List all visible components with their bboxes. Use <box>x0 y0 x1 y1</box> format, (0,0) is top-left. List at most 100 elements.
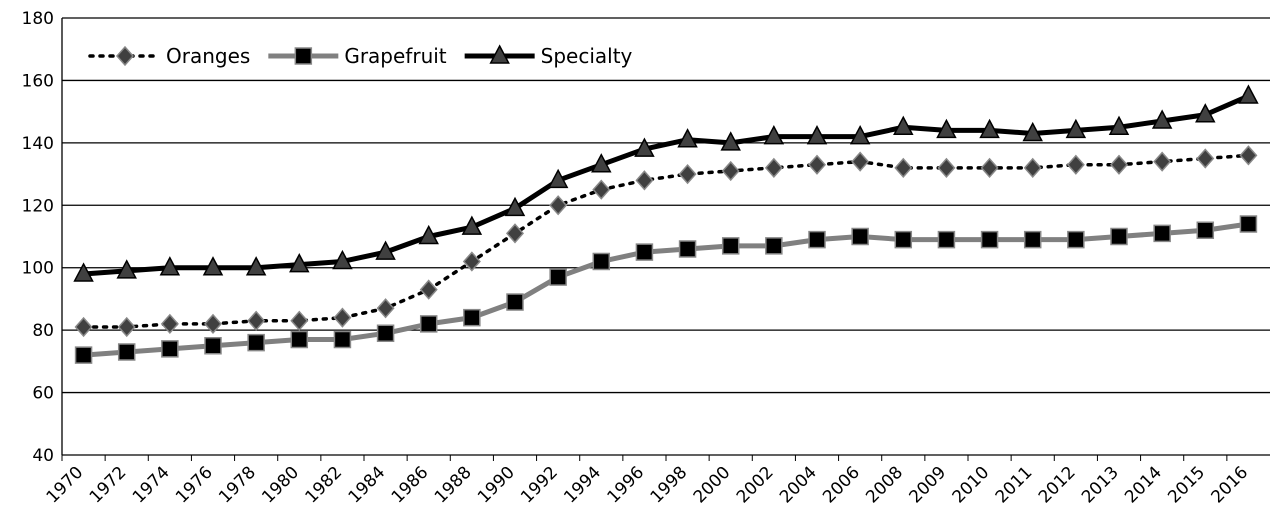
marker <box>332 249 353 270</box>
marker <box>461 215 483 235</box>
x-tick-label: 1994 <box>560 463 605 508</box>
marker <box>763 125 785 145</box>
series-line <box>83 93 1250 277</box>
marker <box>247 333 265 352</box>
legend-marker <box>489 44 510 64</box>
marker <box>936 118 957 139</box>
x-tick-label: 2002 <box>733 463 778 508</box>
marker <box>677 128 698 148</box>
marker <box>159 256 181 276</box>
x-tick-label: 1986 <box>388 463 433 508</box>
marker <box>808 230 826 249</box>
x-tick-label: 2012 <box>1035 463 1080 508</box>
marker <box>1238 84 1259 104</box>
marker <box>290 330 309 349</box>
x-tick-label: 1976 <box>172 463 217 508</box>
x-tick-label: 1998 <box>647 463 692 508</box>
marker <box>764 157 783 178</box>
y-tick-label: 180 <box>22 9 54 29</box>
marker <box>117 316 136 338</box>
marker <box>418 224 439 245</box>
y-tick-label: 80 <box>32 321 54 341</box>
marker <box>1151 109 1173 129</box>
marker <box>1153 151 1172 172</box>
marker <box>634 137 655 157</box>
legend-label: Specialty <box>541 44 633 68</box>
marker <box>463 308 481 327</box>
marker <box>333 307 352 328</box>
marker <box>765 237 783 255</box>
marker <box>160 313 179 335</box>
marker <box>549 268 567 286</box>
x-tick-label: 2008 <box>862 463 907 508</box>
marker <box>849 125 871 145</box>
y-tick-label: 120 <box>22 196 54 216</box>
x-tick-label: 2004 <box>776 463 821 508</box>
x-tick-label: 1988 <box>431 463 476 508</box>
x-tick-label: 2000 <box>690 463 735 508</box>
marker <box>806 125 828 145</box>
marker <box>894 230 913 249</box>
x-tick-label: 1992 <box>517 463 562 508</box>
y-tick-label: 160 <box>22 71 54 91</box>
marker <box>161 340 179 358</box>
marker <box>1022 121 1043 142</box>
marker <box>375 240 396 260</box>
x-tick-label: 2013 <box>1078 463 1123 508</box>
x-tick-label: 2009 <box>905 463 950 508</box>
marker <box>74 346 93 364</box>
marker <box>247 310 266 331</box>
marker <box>74 316 93 338</box>
marker <box>245 256 267 276</box>
marker <box>893 115 914 135</box>
marker <box>1196 221 1215 240</box>
marker <box>937 230 956 249</box>
marker <box>980 157 999 178</box>
series-line <box>83 221 1249 358</box>
x-tick-label: 1982 <box>301 463 346 508</box>
marker <box>1066 154 1085 175</box>
x-tick-label: 1996 <box>603 463 648 508</box>
x-tick-label: 2015 <box>1164 463 1209 508</box>
marker <box>1239 215 1258 233</box>
marker <box>1153 224 1171 243</box>
marker <box>1023 157 1042 178</box>
marker <box>289 252 310 273</box>
marker <box>202 256 224 276</box>
marker <box>979 118 1000 139</box>
marker <box>1110 227 1128 246</box>
marker <box>505 223 525 244</box>
marker <box>851 151 870 172</box>
y-tick-label: 60 <box>32 384 54 404</box>
marker <box>1109 154 1129 175</box>
y-tick-label: 40 <box>32 446 54 466</box>
legend-marker <box>294 47 313 65</box>
marker <box>290 310 309 331</box>
x-tick-label: 1974 <box>129 463 174 508</box>
marker <box>980 230 999 249</box>
marker <box>720 131 741 151</box>
legend-marker <box>115 45 135 67</box>
x-tick-label: 1990 <box>474 463 519 508</box>
marker <box>204 337 222 355</box>
marker <box>592 179 611 200</box>
marker <box>721 237 740 255</box>
x-tick-label: 1972 <box>86 463 131 508</box>
marker <box>1196 148 1215 169</box>
marker <box>419 315 438 333</box>
x-tick-label: 1978 <box>215 463 260 508</box>
legend-label: Grapefruit <box>344 44 446 68</box>
marker <box>1065 118 1087 139</box>
marker <box>376 324 395 343</box>
x-tick-label: 2011 <box>992 463 1037 508</box>
x-tick-label: 1980 <box>258 463 303 508</box>
marker <box>591 153 612 173</box>
marker <box>894 157 913 178</box>
series-line <box>81 153 1251 329</box>
x-tick-label: 2014 <box>1121 463 1166 508</box>
x-tick-label: 2010 <box>949 463 994 508</box>
marker <box>937 157 956 178</box>
marker <box>116 259 137 279</box>
marker <box>1023 230 1042 249</box>
